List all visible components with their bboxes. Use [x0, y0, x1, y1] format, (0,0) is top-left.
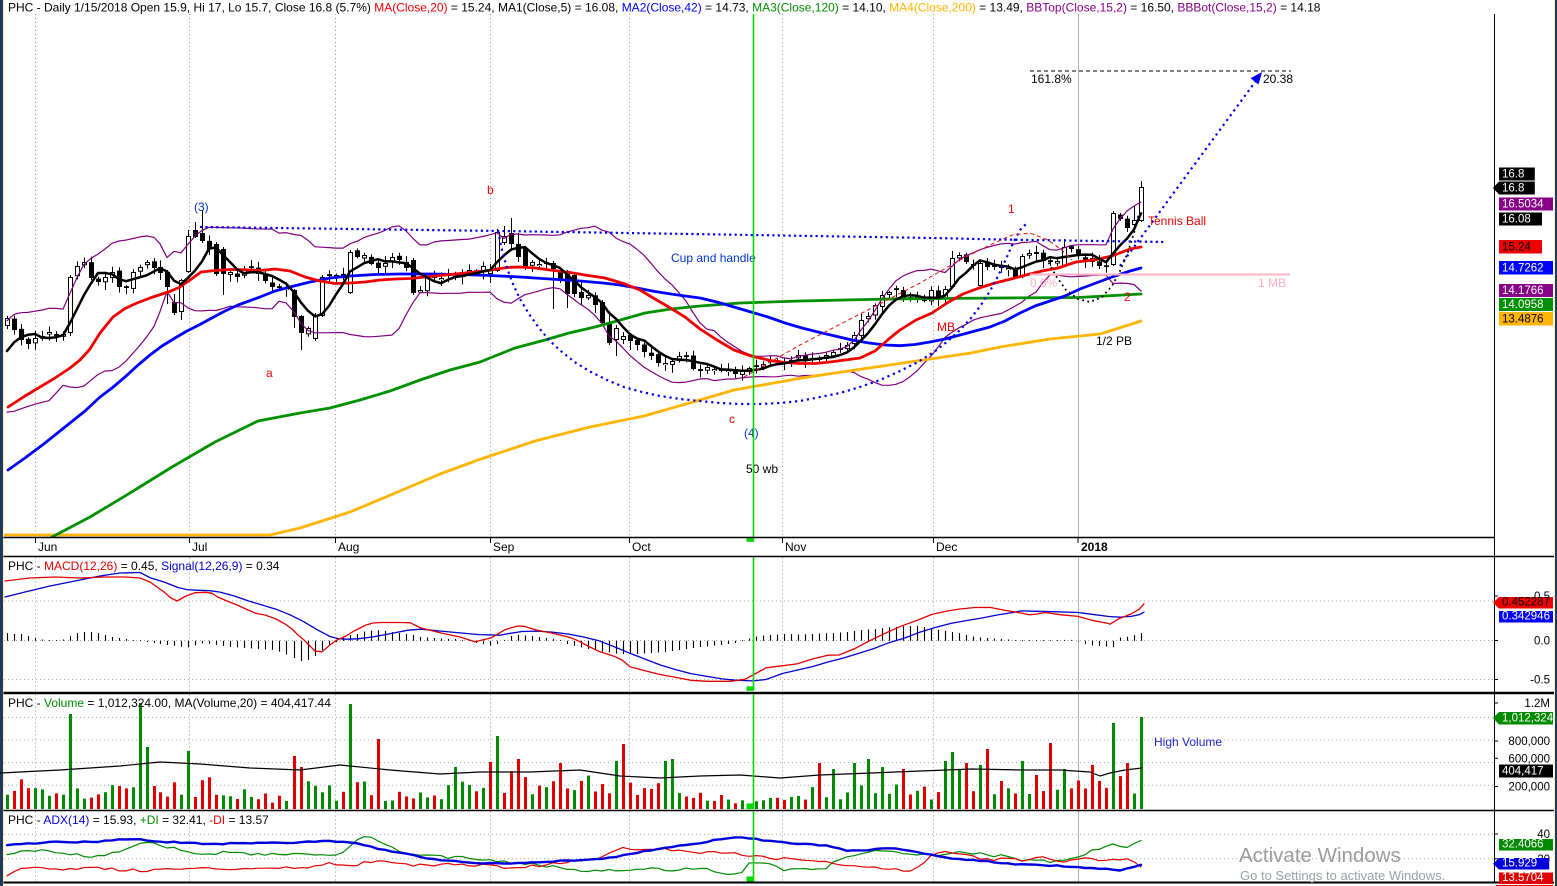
svg-text:Nov: Nov	[785, 540, 806, 554]
svg-text:404,417: 404,417	[1502, 766, 1544, 778]
svg-text:Activate Windows: Activate Windows	[1239, 844, 1401, 867]
svg-text:0.0%: 0.0%	[1030, 276, 1058, 290]
svg-text:16.8: 16.8	[1502, 183, 1524, 195]
svg-text:14.0958: 14.0958	[1502, 299, 1544, 311]
svg-text:13.4876: 13.4876	[1502, 314, 1544, 326]
svg-text:200,000: 200,000	[1508, 782, 1550, 794]
svg-text:Aug: Aug	[338, 540, 359, 554]
svg-text:16.5034: 16.5034	[1502, 199, 1544, 211]
svg-text:Tennis Ball: Tennis Ball	[1148, 214, 1206, 228]
svg-text:1.2M: 1.2M	[1524, 698, 1550, 710]
svg-text:1: 1	[1008, 202, 1015, 216]
svg-text:(3): (3)	[194, 200, 209, 214]
svg-text:-0.5: -0.5	[1530, 675, 1550, 687]
svg-text:Sep: Sep	[493, 540, 515, 554]
svg-text:50 wb: 50 wb	[746, 462, 778, 476]
svg-text:Jul: Jul	[192, 540, 207, 554]
svg-text:0.452287: 0.452287	[1502, 597, 1550, 609]
svg-text:PHC - MACD(12,26) = 0.45, Sign: PHC - MACD(12,26) = 0.45, Signal(12,26,9…	[8, 559, 280, 573]
svg-text:a: a	[266, 366, 273, 380]
svg-text:MB: MB	[937, 320, 955, 334]
svg-text:High Volume: High Volume	[1154, 735, 1222, 749]
svg-text:0.0: 0.0	[1534, 636, 1550, 648]
svg-text:1,012,324: 1,012,324	[1502, 713, 1554, 725]
svg-text:20.38: 20.38	[1263, 72, 1293, 86]
svg-text:14.7262: 14.7262	[1502, 263, 1544, 275]
svg-text:Dec: Dec	[936, 540, 957, 554]
svg-text:32.4066: 32.4066	[1502, 839, 1544, 851]
svg-text:16.8: 16.8	[1502, 169, 1524, 181]
svg-text:c: c	[729, 412, 735, 426]
svg-text:800,000: 800,000	[1508, 736, 1550, 748]
svg-text:Jun: Jun	[38, 540, 57, 554]
svg-text:Cup and handle: Cup and handle	[671, 251, 756, 265]
svg-text:Oct: Oct	[632, 540, 651, 554]
svg-text:15.929: 15.929	[1502, 858, 1537, 870]
svg-text:2018: 2018	[1081, 540, 1108, 554]
svg-text:13.5704: 13.5704	[1502, 872, 1544, 884]
svg-text:1/2 PB: 1/2 PB	[1096, 334, 1132, 348]
svg-text:15.24: 15.24	[1502, 242, 1531, 254]
svg-text:14.1766: 14.1766	[1502, 285, 1544, 297]
svg-text:16.08: 16.08	[1502, 214, 1531, 226]
svg-text:1 MB: 1 MB	[1258, 276, 1286, 290]
svg-text:40: 40	[1537, 829, 1550, 841]
svg-text:PHC - Volume = 1,012,324.00, M: PHC - Volume = 1,012,324.00, MA(Volume,2…	[8, 696, 331, 710]
svg-text:2: 2	[1124, 290, 1131, 304]
svg-text:PHC - Daily 1/15/2018 Open 15.: PHC - Daily 1/15/2018 Open 15.9, Hi 17, …	[8, 1, 1321, 15]
svg-text:0.342946: 0.342946	[1502, 611, 1550, 623]
svg-text:b: b	[487, 183, 494, 197]
svg-text:600,000: 600,000	[1508, 753, 1550, 765]
svg-text:PHC - ADX(14) = 15.93, +DI = 3: PHC - ADX(14) = 15.93, +DI = 32.41, -DI …	[8, 813, 269, 827]
svg-text:(4): (4)	[744, 426, 759, 440]
svg-text:Go to Settings to activate Win: Go to Settings to activate Windows.	[1240, 868, 1445, 883]
svg-text:161.8%: 161.8%	[1031, 72, 1072, 86]
